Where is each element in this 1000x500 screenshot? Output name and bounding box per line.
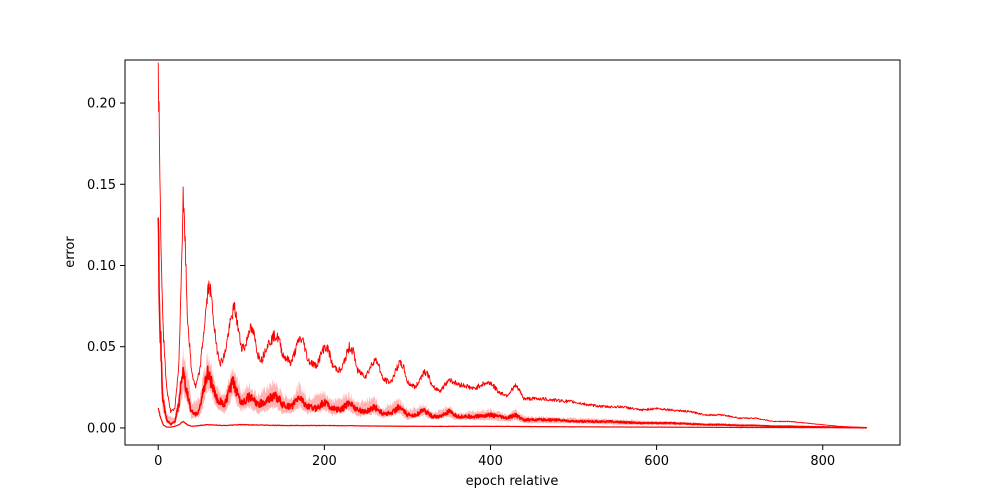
series-upper-line (157, 62, 867, 428)
y-tick-label: 0.10 (87, 259, 116, 274)
series-layer (157, 62, 868, 429)
x-tick-label: 800 (810, 454, 835, 469)
series-lower-line (157, 407, 867, 429)
y-axis-label: error (63, 236, 78, 268)
plot-area-frame (124, 59, 901, 446)
y-tick-label: 0.00 (87, 421, 116, 436)
y-tick-label: 0.20 (87, 97, 116, 112)
x-axis-ticks: 0 200 400 600 800 (154, 445, 835, 469)
x-tick-label: 400 (478, 454, 503, 469)
x-tick-label: 0 (154, 454, 162, 469)
x-tick-label: 600 (644, 454, 669, 469)
y-axis-ticks: 0.00 0.05 0.10 0.15 0.20 (87, 97, 125, 436)
x-tick-label: 200 (312, 454, 337, 469)
series-mean-line (157, 217, 868, 429)
y-tick-label: 0.05 (87, 340, 116, 355)
y-tick-label: 0.15 (87, 178, 116, 193)
x-axis-label: epoch relative (466, 474, 559, 489)
